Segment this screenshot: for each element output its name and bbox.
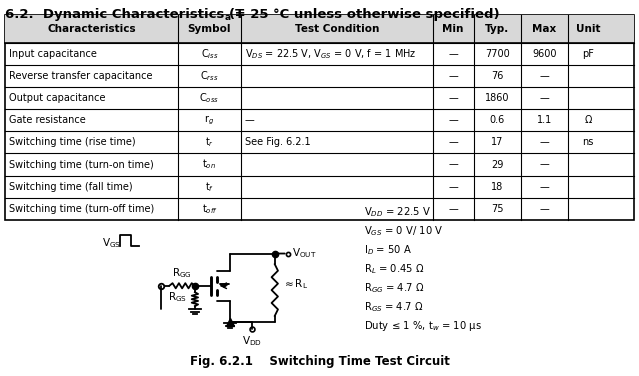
Text: See Fig. 6.2.1: See Fig. 6.2.1 <box>245 137 311 147</box>
Text: t$_{r}$: t$_{r}$ <box>205 135 214 149</box>
Text: a: a <box>225 13 231 22</box>
Text: R$_{L}$ = 0.45 Ω: R$_{L}$ = 0.45 Ω <box>364 262 425 276</box>
Text: Input capacitance: Input capacitance <box>9 49 96 59</box>
Text: —: — <box>448 159 458 170</box>
Text: 18: 18 <box>491 182 504 192</box>
Text: 17: 17 <box>491 137 504 147</box>
Text: Switching time (turn-on time): Switching time (turn-on time) <box>9 159 153 170</box>
Text: —: — <box>539 93 549 103</box>
Text: —: — <box>539 137 549 147</box>
Text: 0.6: 0.6 <box>489 115 505 125</box>
Text: Test Condition: Test Condition <box>295 24 379 34</box>
Text: —: — <box>448 204 458 214</box>
Text: Min: Min <box>442 24 464 34</box>
Text: —: — <box>448 71 458 81</box>
Text: 6.2.  Dynamic Characteristics (T: 6.2. Dynamic Characteristics (T <box>5 8 244 21</box>
Text: Switching time (fall time): Switching time (fall time) <box>9 182 132 192</box>
Text: R$_{GS}$ = 4.7 Ω: R$_{GS}$ = 4.7 Ω <box>364 300 424 314</box>
Text: Symbol: Symbol <box>188 24 231 34</box>
Text: R$_{\rm GG}$: R$_{\rm GG}$ <box>172 267 192 280</box>
Text: 75: 75 <box>491 204 504 214</box>
Text: —: — <box>539 204 549 214</box>
Text: —: — <box>539 159 549 170</box>
Text: C$_{iss}$: C$_{iss}$ <box>201 47 219 61</box>
Text: —: — <box>539 182 549 192</box>
Text: —: — <box>448 49 458 59</box>
Text: C$_{rss}$: C$_{rss}$ <box>200 69 219 83</box>
Text: V$_{GS}$ = 0 V/ 10 V: V$_{GS}$ = 0 V/ 10 V <box>364 224 443 238</box>
Text: = 25 °C unless otherwise specified): = 25 °C unless otherwise specified) <box>230 8 500 21</box>
Text: —: — <box>245 115 254 125</box>
Text: 76: 76 <box>491 71 504 81</box>
Text: t$_{f}$: t$_{f}$ <box>205 180 214 194</box>
Text: R$_{GG}$ = 4.7 Ω: R$_{GG}$ = 4.7 Ω <box>364 281 425 295</box>
Text: t$_{on}$: t$_{on}$ <box>203 158 217 171</box>
Text: —: — <box>448 93 458 103</box>
Text: ns: ns <box>583 137 594 147</box>
Text: V$_{DS}$ = 22.5 V, V$_{GS}$ = 0 V, f = 1 MHz: V$_{DS}$ = 22.5 V, V$_{GS}$ = 0 V, f = 1… <box>245 47 416 61</box>
Text: $\approx$R$_{\rm L}$: $\approx$R$_{\rm L}$ <box>282 277 308 291</box>
Text: V$_{\rm OUT}$: V$_{\rm OUT}$ <box>292 247 317 261</box>
Text: 9600: 9600 <box>532 49 557 59</box>
Polygon shape <box>220 284 229 288</box>
Text: 7700: 7700 <box>485 49 509 59</box>
Text: Max: Max <box>532 24 557 34</box>
Text: V$_{DD}$ = 22.5 V: V$_{DD}$ = 22.5 V <box>364 205 431 219</box>
Text: V$_{\rm GS}$: V$_{\rm GS}$ <box>102 237 121 250</box>
Text: r$_{g}$: r$_{g}$ <box>204 114 215 127</box>
Bar <box>5 15 634 43</box>
Text: V$_{\rm DD}$: V$_{\rm DD}$ <box>242 334 263 348</box>
Text: —: — <box>448 137 458 147</box>
Text: Unit: Unit <box>576 24 601 34</box>
Text: —: — <box>448 182 458 192</box>
Text: Typ.: Typ. <box>485 24 509 34</box>
Text: C$_{oss}$: C$_{oss}$ <box>199 91 219 105</box>
Text: Fig. 6.2.1    Switching Time Test Circuit: Fig. 6.2.1 Switching Time Test Circuit <box>190 355 449 368</box>
Text: Duty ≤ 1 %, t$_{w}$ = 10 μs: Duty ≤ 1 %, t$_{w}$ = 10 μs <box>364 319 482 333</box>
Text: —: — <box>448 115 458 125</box>
FancyBboxPatch shape <box>5 15 634 220</box>
Text: Switching time (rise time): Switching time (rise time) <box>9 137 135 147</box>
Text: I$_{D}$ = 50 A: I$_{D}$ = 50 A <box>364 243 412 257</box>
Text: R$_{\rm GS}$: R$_{\rm GS}$ <box>168 291 187 305</box>
Text: —: — <box>539 71 549 81</box>
Text: Switching time (turn-off time): Switching time (turn-off time) <box>9 204 154 214</box>
Text: 1.1: 1.1 <box>537 115 552 125</box>
Text: Output capacitance: Output capacitance <box>9 93 105 103</box>
Text: 1860: 1860 <box>485 93 509 103</box>
Text: t$_{off}$: t$_{off}$ <box>201 202 217 216</box>
Text: Reverse transfer capacitance: Reverse transfer capacitance <box>9 71 152 81</box>
Text: Gate resistance: Gate resistance <box>9 115 86 125</box>
Text: 29: 29 <box>491 159 504 170</box>
Text: Ω: Ω <box>585 115 592 125</box>
Text: pF: pF <box>582 49 594 59</box>
Text: Characteristics: Characteristics <box>47 24 136 34</box>
